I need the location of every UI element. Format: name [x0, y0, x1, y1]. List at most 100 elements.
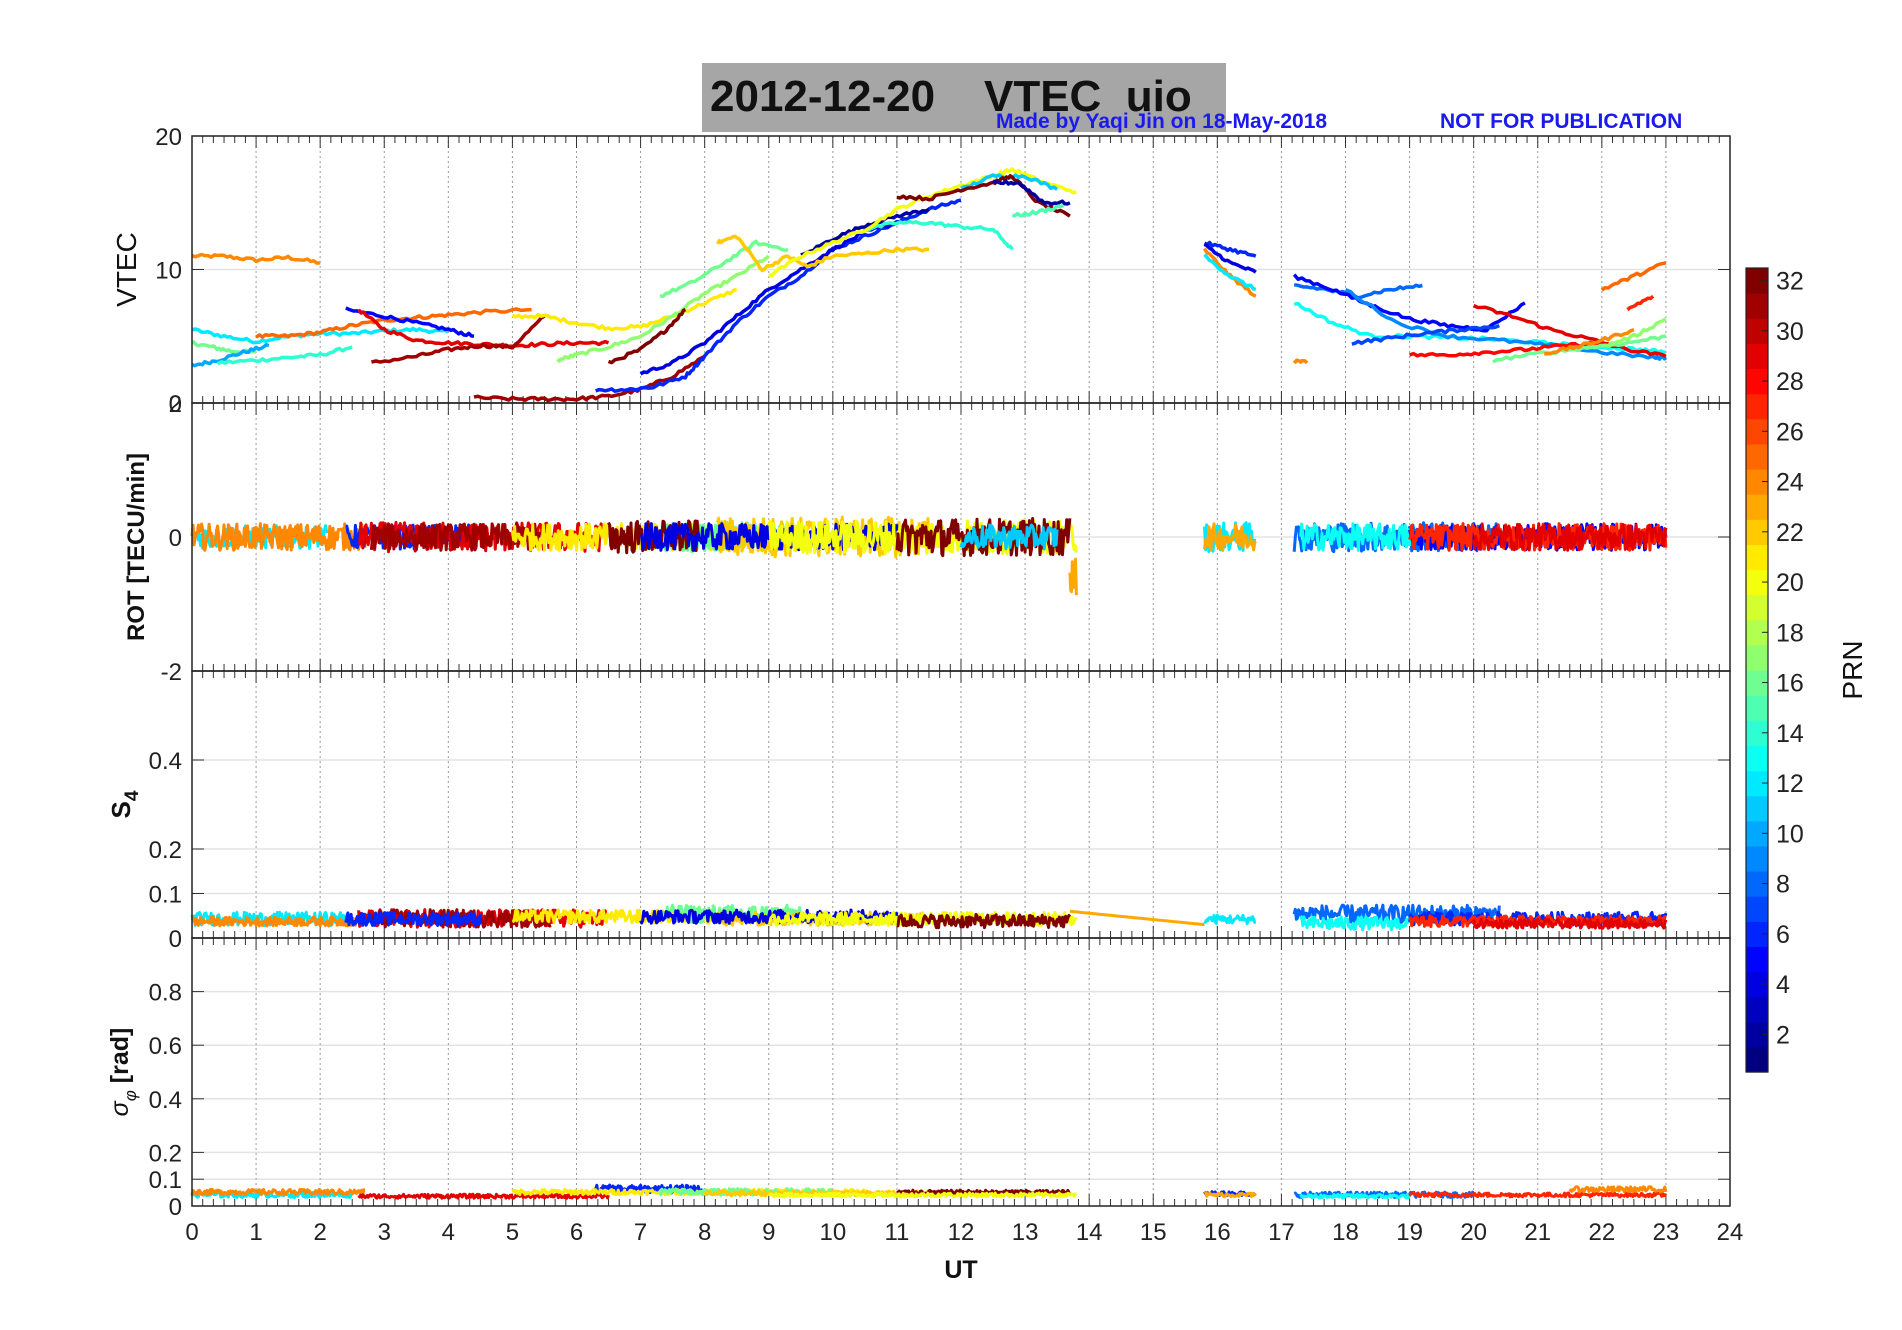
x-tick-label: 15 [1140, 1219, 1167, 1246]
series-prn-27 [1626, 294, 1655, 312]
colorbar-tick-label: 22 [1776, 519, 1804, 547]
series-prn-29 [1472, 303, 1667, 358]
series-prn-24 [191, 252, 321, 265]
y-tick-label: -2 [161, 659, 182, 686]
series-prn-13 [1299, 915, 1412, 932]
series-prn-23 [1068, 557, 1078, 596]
colorbar-step [1746, 1046, 1768, 1073]
colorbar-step [1746, 318, 1768, 344]
y-tick-label: 0.4 [149, 1087, 182, 1114]
x-tick-label: 11 [884, 1219, 909, 1246]
colorbar-step [1746, 670, 1768, 696]
colorbar-step [1746, 720, 1768, 746]
y-axis-label: S4 [106, 790, 143, 818]
colorbar-step [1746, 544, 1768, 571]
colorbar-tick-label: 24 [1776, 469, 1804, 497]
series-prn-13 [1299, 1192, 1411, 1200]
colorbar-tick-label: 4 [1776, 971, 1790, 999]
series-prn-7 [1351, 323, 1500, 346]
series-prn-32 [607, 307, 687, 365]
series-prn-11 [959, 523, 1059, 551]
colorbar-step [1746, 971, 1768, 998]
colorbar-step [1746, 1021, 1768, 1048]
series-prn-17 [556, 254, 770, 363]
y-tick-label: 0.6 [149, 1033, 182, 1060]
series-prn-23 [1069, 909, 1205, 927]
colorbar-step [1746, 644, 1768, 671]
series-prn-9 [1344, 287, 1668, 361]
y-tick-label: 0.4 [149, 748, 182, 775]
series-prn-29 [357, 308, 610, 349]
x-tick-label: 12 [948, 1219, 975, 1246]
x-tick-label: 0 [185, 1219, 198, 1246]
x-tick-label: 24 [1717, 1219, 1744, 1246]
colorbar-step [1746, 393, 1768, 420]
colorbar-step [1746, 569, 1768, 596]
series-prn-24 [1568, 1185, 1668, 1194]
colorbar-tick-label: 2 [1776, 1021, 1790, 1049]
series-prn-5 [1292, 273, 1526, 333]
x-tick-label: 16 [1204, 1219, 1231, 1246]
y-tick-label: 10 [155, 258, 182, 285]
series-prn-16 [1492, 334, 1666, 364]
colorbar-step [1746, 871, 1768, 897]
series-prn-13 [1299, 522, 1412, 552]
colorbar-step [1746, 946, 1768, 973]
x-tick-label: 6 [570, 1219, 583, 1246]
series-prn-6 [344, 910, 482, 927]
colorbar-step [1746, 745, 1768, 772]
colorbar-step [1746, 519, 1768, 545]
colorbar-step [1746, 795, 1768, 822]
series-prn-21 [511, 287, 738, 332]
x-tick-label: 7 [634, 1219, 647, 1246]
y-axis-label: σφ [rad] [106, 1028, 140, 1117]
x-tick-label: 18 [1332, 1219, 1359, 1246]
y-axis-label: VTEC [111, 232, 142, 307]
colorbar-step [1746, 268, 1768, 294]
series-prn-25 [1600, 261, 1667, 292]
colorbar-tick-label: 32 [1776, 268, 1804, 296]
y-tick-label: 0 [169, 1194, 182, 1221]
series-prn-24 [190, 915, 367, 928]
colorbar-step [1746, 695, 1768, 721]
x-tick-label: 22 [1588, 1219, 1615, 1246]
x-tick-label: 21 [1524, 1219, 1551, 1246]
colorbar-step [1746, 921, 1768, 947]
series-prn-24 [190, 522, 367, 552]
series-prn-29 [357, 1192, 610, 1200]
series-prn-29 [1472, 522, 1668, 552]
x-tick-label: 2 [313, 1219, 326, 1246]
panel-S4: 0 0.1 0.2 0.4S4 [106, 670, 1731, 953]
panel-VTEC: 0 10 20 VTEC [111, 124, 1731, 418]
colorbar-step [1746, 494, 1768, 520]
x-tick-label: 5 [506, 1219, 519, 1246]
colorbar-tick-label: 28 [1776, 368, 1804, 396]
y-tick-label: 0.1 [149, 1167, 182, 1194]
x-tick-label: 1 [249, 1219, 262, 1246]
series-prn-28 [1408, 340, 1602, 358]
colorbar-tick-label: 30 [1776, 318, 1804, 346]
series-prn-5 [345, 306, 475, 339]
title-background [702, 63, 1226, 132]
series-prn-15 [1012, 203, 1065, 218]
series-prn-29 [1472, 917, 1668, 930]
y-tick-label: 0.2 [149, 837, 182, 864]
series-prn-31 [370, 314, 546, 364]
series-prn-23 [1203, 1191, 1258, 1199]
series-prn-24 [1544, 327, 1635, 356]
x-tick-label: 8 [698, 1219, 711, 1246]
series-prn-8 [1293, 283, 1423, 300]
x-tick-label: 17 [1268, 1219, 1295, 1246]
series-prn-14 [864, 219, 1014, 251]
chart-title: 2012-12-20 VTEC uio [710, 72, 1192, 121]
series-prn-20 [768, 1191, 1077, 1199]
colorbar-step [1746, 896, 1768, 922]
series-prn-4 [639, 221, 898, 376]
x-tick-label: 13 [1012, 1219, 1039, 1246]
x-tick-label: 9 [762, 1219, 775, 1246]
credit-note: Made by Yaqi Jin on 18-May-2018 [996, 110, 1328, 133]
publication-warning: NOT FOR PUBLICATION [1440, 110, 1683, 133]
y-tick-label: 2 [169, 391, 182, 418]
